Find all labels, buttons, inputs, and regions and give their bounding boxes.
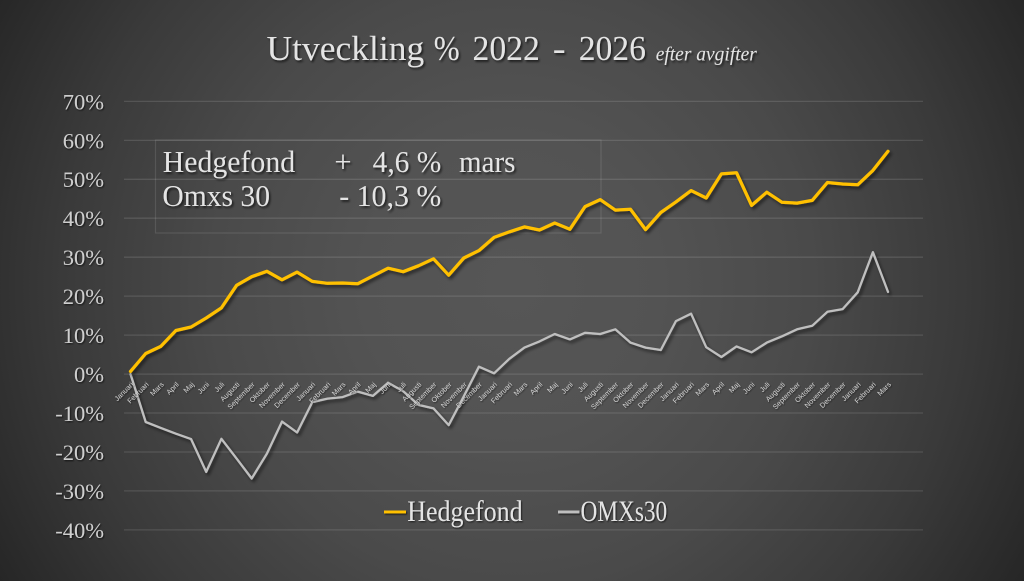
svg-text:Mars: Mars <box>148 380 166 398</box>
svg-text:April: April <box>346 380 363 397</box>
svg-text:Omxs 30: Omxs 30 <box>162 179 270 213</box>
svg-text:4,6 %: 4,6 % <box>373 145 442 179</box>
svg-text:OMXs30: OMXs30 <box>581 495 668 528</box>
svg-text:Maj: Maj <box>181 380 196 395</box>
svg-text:0%: 0% <box>74 362 104 387</box>
svg-text:Hedgefond: Hedgefond <box>163 145 295 179</box>
svg-text:-20%: -20% <box>55 440 104 465</box>
svg-text:-40%: -40% <box>55 518 104 543</box>
svg-text:April: April <box>164 380 181 397</box>
svg-text:Juni: Juni <box>559 380 575 396</box>
svg-text:-: - <box>553 30 566 68</box>
svg-text:-30%: -30% <box>55 479 104 504</box>
svg-text:10%: 10% <box>63 323 104 348</box>
svg-text:-10%: -10% <box>55 401 104 426</box>
svg-text:%: % <box>434 30 460 68</box>
svg-text:2022: 2022 <box>473 30 540 68</box>
svg-text:2026: 2026 <box>579 30 646 68</box>
svg-text:+: + <box>334 145 351 179</box>
svg-text:efter avgifter: efter avgifter <box>656 43 758 65</box>
svg-text:30%: 30% <box>63 245 104 270</box>
svg-text:- 10,3 %: - 10,3 % <box>339 179 441 213</box>
svg-text:50%: 50% <box>63 167 104 192</box>
svg-text:20%: 20% <box>63 284 104 309</box>
svg-text:70%: 70% <box>63 89 104 114</box>
svg-text:40%: 40% <box>63 206 104 231</box>
svg-text:April: April <box>528 380 545 397</box>
svg-text:April: April <box>710 380 727 397</box>
svg-text:Juni: Juni <box>377 380 393 396</box>
svg-text:Juni: Juni <box>196 380 212 396</box>
svg-text:Maj: Maj <box>727 380 742 395</box>
svg-text:Hedgefond: Hedgefond <box>407 495 522 528</box>
svg-text:mars: mars <box>459 145 516 179</box>
svg-text:60%: 60% <box>63 128 104 153</box>
svg-text:Mars: Mars <box>693 380 711 398</box>
svg-text:Juni: Juni <box>741 380 757 396</box>
svg-text:Mars: Mars <box>875 380 893 398</box>
svg-text:Mars: Mars <box>512 380 530 398</box>
svg-text:Utveckling: Utveckling <box>267 30 425 68</box>
svg-text:Maj: Maj <box>545 380 560 395</box>
